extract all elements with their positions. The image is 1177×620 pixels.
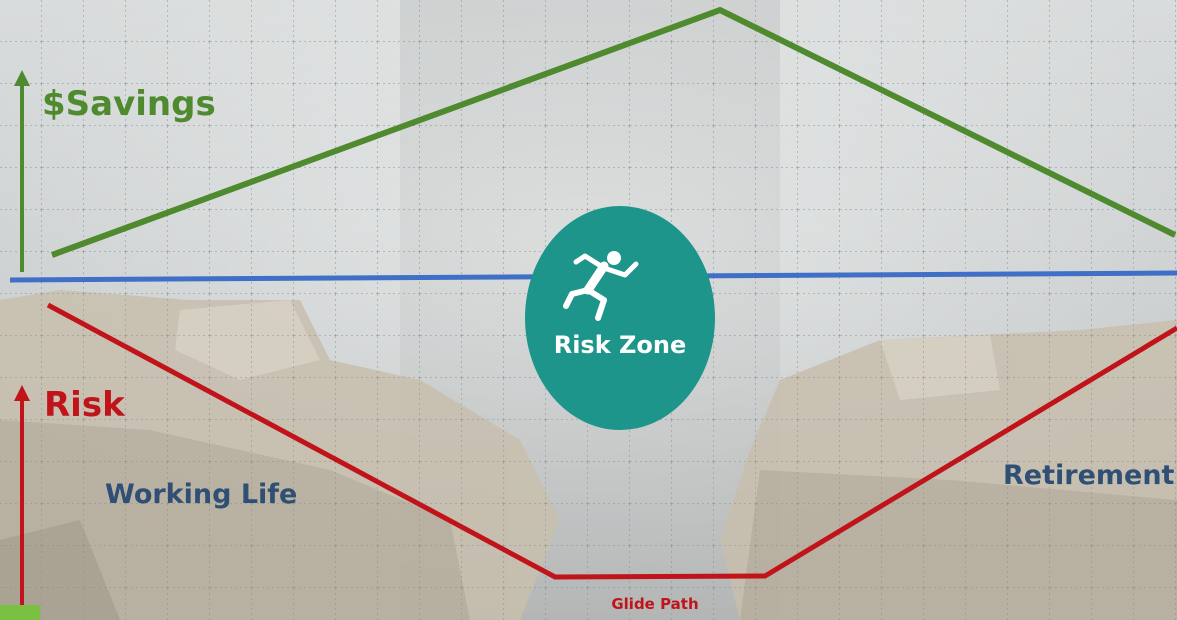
- corner-accent: [0, 605, 40, 620]
- risk-zone-label: Risk Zone: [554, 331, 687, 359]
- risk-label: Risk: [44, 385, 126, 425]
- savings-arrow: [14, 70, 30, 272]
- savings-label: $Savings: [42, 84, 216, 124]
- risk-zone-circle: [525, 206, 715, 430]
- savings-line: [50, 6, 1177, 258]
- risk-line: [46, 302, 1177, 580]
- runner-icon: [563, 251, 639, 321]
- risk-arrow: [14, 385, 30, 620]
- glide-path-label: Glide Path: [611, 595, 698, 613]
- retirement-label: Retirement: [1003, 460, 1175, 491]
- working-life-label: Working Life: [105, 479, 297, 510]
